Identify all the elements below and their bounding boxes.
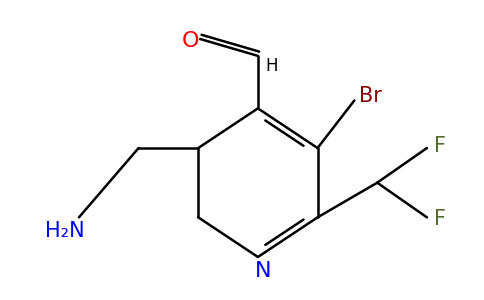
Text: Br: Br [359,86,382,106]
Text: O: O [182,31,199,51]
Text: H₂N: H₂N [45,221,85,241]
Text: F: F [434,209,446,230]
Text: H: H [266,57,278,75]
Text: N: N [255,261,271,281]
Text: F: F [434,136,446,156]
